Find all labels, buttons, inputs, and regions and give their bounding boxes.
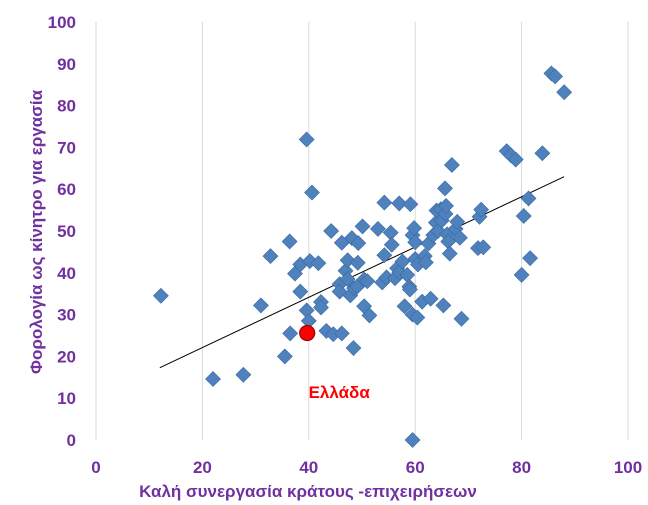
x-tick-label: 0 — [91, 458, 100, 477]
data-point — [152, 287, 169, 304]
data-point — [349, 254, 366, 271]
data-point — [333, 325, 350, 342]
y-tick-label: 20 — [57, 347, 76, 366]
data-point — [310, 255, 327, 272]
data-point — [205, 371, 221, 387]
data-point — [443, 157, 460, 173]
data-point — [391, 195, 408, 212]
data-point — [401, 281, 418, 298]
greece-label: Ελλάδα — [309, 383, 371, 402]
trendline — [159, 176, 565, 369]
y-tick-label: 70 — [57, 138, 76, 157]
x-tick-label: 20 — [193, 458, 212, 477]
y-tick-label: 30 — [57, 306, 76, 325]
data-point — [361, 307, 378, 324]
data-point — [449, 213, 466, 230]
x-axis-title: Καλή συνεργασία κράτους -επιχειρήσεων — [139, 482, 477, 501]
data-point — [376, 247, 393, 264]
x-tick-labels: 0 20 40 60 80 100 — [91, 458, 642, 477]
data-point — [402, 196, 419, 213]
data-point — [370, 220, 386, 237]
data-point — [282, 325, 299, 342]
y-tick-label: 50 — [57, 222, 76, 241]
data-point — [422, 290, 439, 307]
data-point — [382, 224, 399, 241]
data-point — [313, 299, 329, 316]
data-point — [453, 310, 470, 327]
grid — [95, 22, 629, 440]
data-point — [451, 229, 468, 246]
x-tick-label: 100 — [614, 458, 642, 477]
data-point — [556, 84, 573, 101]
y-tick-label: 0 — [67, 431, 76, 450]
data-point — [507, 151, 524, 168]
data-point — [383, 236, 400, 253]
data-point — [404, 432, 421, 448]
y-axis-title: Φορολογία ως κίνητρο για εργασία — [27, 89, 46, 374]
data-point — [473, 201, 490, 218]
y-tick-label: 40 — [57, 264, 76, 283]
y-tick-label: 100 — [48, 13, 76, 32]
data-point — [438, 197, 454, 214]
data-point — [520, 190, 537, 207]
data-point — [281, 233, 298, 250]
data-point — [513, 266, 530, 283]
y-tick-label: 60 — [57, 180, 76, 199]
data-point — [376, 194, 393, 211]
data-point — [304, 184, 320, 201]
data-point — [475, 239, 492, 256]
data-point — [359, 273, 376, 290]
data-point — [298, 131, 315, 148]
data-point — [441, 245, 458, 262]
data-point — [276, 348, 293, 365]
data-point — [407, 234, 424, 251]
x-tick-label: 40 — [299, 458, 318, 477]
data-point — [435, 297, 452, 314]
data-point — [339, 271, 356, 287]
data-point — [547, 68, 564, 85]
data-point — [235, 366, 252, 383]
data-point — [323, 223, 340, 239]
data-point — [354, 218, 371, 235]
x-tick-label: 80 — [512, 458, 531, 477]
data-point — [409, 309, 426, 326]
y-tick-label: 80 — [57, 97, 76, 116]
data-point — [522, 250, 539, 267]
y-tick-label: 10 — [57, 389, 76, 408]
data-point — [345, 340, 362, 356]
data-point — [252, 297, 269, 314]
data-point — [534, 145, 551, 162]
data-points — [152, 65, 573, 448]
data-point — [350, 235, 367, 252]
data-point — [417, 254, 434, 271]
data-point — [515, 208, 532, 224]
y-tick-label: 90 — [57, 55, 76, 74]
greece-point — [299, 324, 316, 342]
data-point — [437, 180, 453, 197]
x-tick-label: 60 — [406, 458, 425, 477]
data-point — [396, 298, 413, 315]
data-point — [262, 248, 279, 265]
data-point — [292, 283, 309, 300]
y-tick-labels: 0 10 20 30 40 50 60 70 80 90 100 — [48, 13, 76, 450]
